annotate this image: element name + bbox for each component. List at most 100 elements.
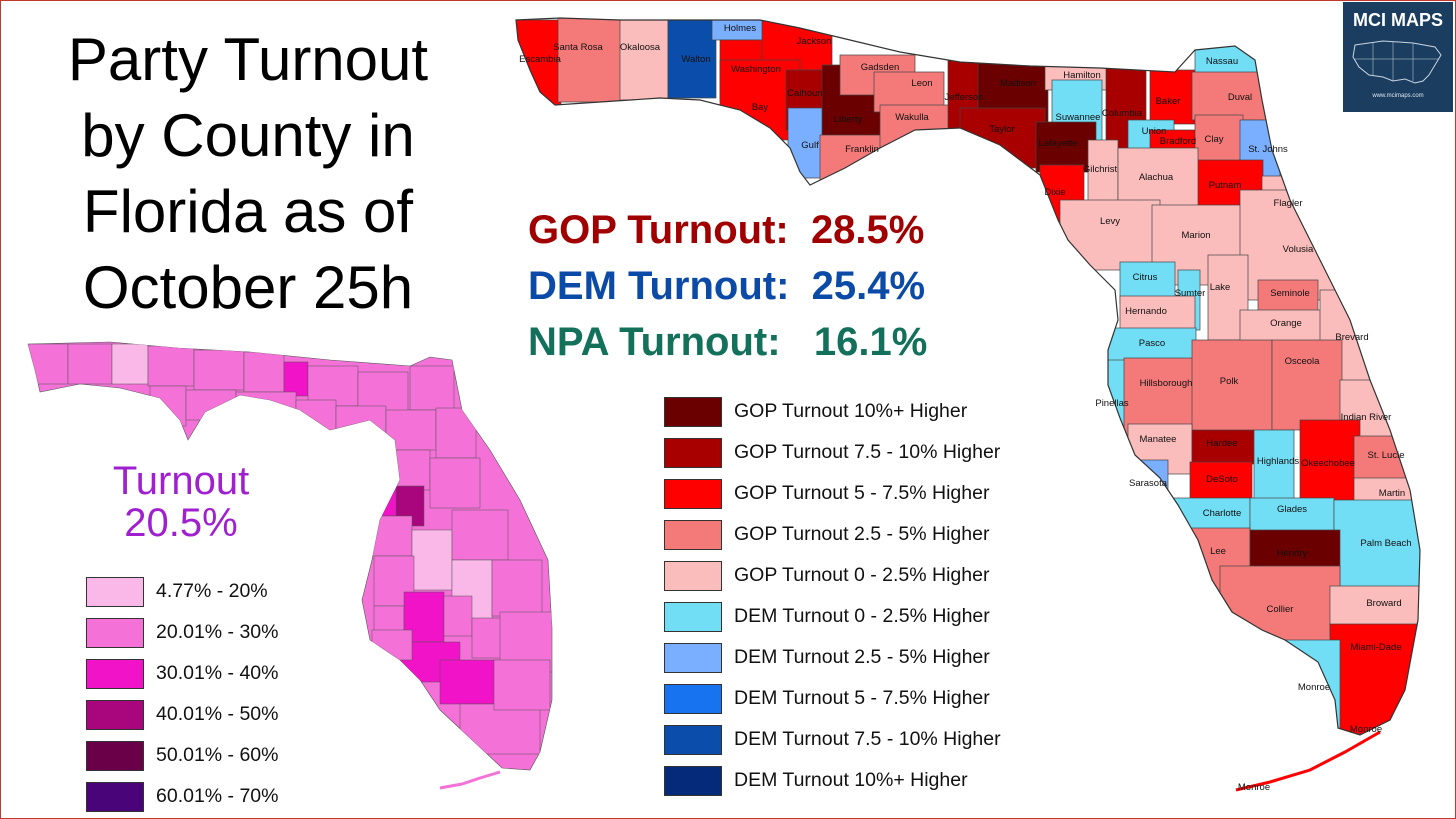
legend-item: DEM Turnout 2.5 - 5% Higher [664, 637, 1001, 678]
legend-item: 60.01% - 70% [86, 776, 279, 817]
county-label: Gadsden [861, 62, 900, 73]
county-label: Orange [1270, 318, 1302, 329]
county-label: Clay [1204, 134, 1223, 145]
county-label: Hamilton [1063, 70, 1101, 81]
county-label: Collier [1267, 604, 1294, 615]
county-walton [667, 18, 717, 99]
county-label: Levy [1100, 216, 1120, 227]
county-seminole [1257, 279, 1319, 315]
legend-item: GOP Turnout 0 - 2.5% Higher [664, 555, 1001, 596]
county-label: Palm Beach [1360, 538, 1411, 549]
county-label: Osceola [1285, 356, 1321, 367]
county-cells [516, 18, 1420, 735]
legend-label: GOP Turnout 10%+ Higher [734, 400, 968, 422]
legend-swatch [86, 781, 144, 812]
county-label: Santa Rosa [553, 42, 603, 53]
legend-label: DEM Turnout 0 - 2.5% Higher [734, 605, 990, 627]
county-label: Seminole [1270, 288, 1310, 299]
legend-swatch [664, 724, 722, 755]
county-osceola [1271, 339, 1343, 431]
county-label: Union [1142, 126, 1167, 137]
county-label: Highlands [1257, 456, 1299, 467]
county-label: Dixie [1044, 187, 1065, 198]
county-label: Leon [911, 78, 932, 89]
legend-label: DEM Turnout 2.5 - 5% Higher [734, 646, 990, 668]
county-taylor [959, 107, 1046, 169]
map-title: Party Turnout by County in Florida as of… [38, 22, 458, 326]
county-label: Nassau [1206, 56, 1238, 67]
legend-item: DEM Turnout 0 - 2.5% Higher [664, 596, 1001, 637]
county-label: Holmes [724, 23, 756, 34]
brand-url: www.mcimaps.com [1372, 93, 1424, 99]
legend-swatch [664, 437, 722, 468]
county-label: Calhoun [787, 88, 822, 99]
county-label: Sumter [1175, 288, 1206, 299]
county-label: Jackson [797, 36, 832, 47]
county-label: Monroe [1350, 724, 1382, 735]
legend-label: DEM Turnout 10%+ Higher [734, 769, 968, 791]
legend-item: DEM Turnout 10%+ Higher [664, 760, 1001, 801]
title-line: Party Turnout [67, 26, 429, 93]
county-label: Indian River [1341, 412, 1392, 423]
county-label: Liberty [834, 114, 863, 125]
county-sarasota [1117, 459, 1169, 521]
county-label: Suwannee [1056, 112, 1101, 123]
county-label: Washington [731, 64, 781, 75]
legend-label: GOP Turnout 0 - 2.5% Higher [734, 564, 990, 586]
county-label: Okeechobee [1301, 458, 1355, 469]
legend-swatch [664, 765, 722, 796]
county-label: Flagler [1273, 198, 1302, 209]
county-label: Hardee [1206, 438, 1237, 449]
legend-label: GOP Turnout 5 - 7.5% Higher [734, 482, 990, 504]
county-label: Putnam [1209, 180, 1242, 191]
county-label: Miami-Dade [1350, 642, 1401, 653]
legend-item: DEM Turnout 7.5 - 10% Higher [664, 719, 1001, 760]
legend-label: GOP Turnout 2.5 - 5% Higher [734, 523, 990, 545]
county-label: Monroe [1238, 782, 1270, 793]
county-label: Madison [1000, 78, 1036, 89]
county-label: Lake [1210, 282, 1231, 293]
county-label: Baker [1156, 96, 1181, 107]
legend-label: DEM Turnout 5 - 7.5% Higher [734, 687, 990, 709]
legend-label: GOP Turnout 7.5 - 10% Higher [734, 441, 1001, 463]
title-line: October 25h [82, 254, 414, 321]
county-label: DeSoto [1206, 474, 1238, 485]
county-label: Lee [1210, 546, 1226, 557]
legend-item: DEM Turnout 5 - 7.5% Higher [664, 678, 1001, 719]
legend-item: GOP Turnout 10%+ Higher [664, 391, 1001, 432]
county-label: St. Lucie [1368, 450, 1405, 461]
florida-outline [515, 17, 1421, 736]
county-label: Manatee [1140, 434, 1177, 445]
county-label: Glades [1277, 504, 1307, 515]
county-label: Volusia [1283, 244, 1314, 255]
county-label: Bay [752, 102, 769, 113]
legend-swatch [664, 601, 722, 632]
county-label: Columbia [1102, 108, 1143, 119]
title-line: by County in [81, 102, 415, 169]
county-label: Bradford [1160, 136, 1196, 147]
county-polk [1191, 339, 1273, 441]
county-label: Sarasota [1129, 478, 1168, 489]
county-label: St. Johns [1248, 144, 1288, 155]
county-label: Charlotte [1203, 508, 1242, 519]
party-legend: GOP Turnout 10%+ Higher GOP Turnout 7.5 -… [664, 391, 1001, 801]
legend-swatch [664, 642, 722, 673]
county-label: Brevard [1335, 332, 1368, 343]
county-label: Gulf [801, 140, 819, 151]
county-label: Monroe [1298, 682, 1330, 693]
party-turnout-stats: GOP Turnout: 28.5% DEM Turnout: 25.4% NP… [528, 204, 927, 372]
county-label: Alachua [1139, 172, 1174, 183]
county-label: Duval [1228, 92, 1252, 103]
county-santa-rosa [557, 18, 623, 103]
gop-turnout-stat: GOP Turnout: 28.5% [528, 208, 925, 252]
legend-swatch [664, 683, 722, 714]
county-label: Hendry [1277, 548, 1308, 559]
county-label: Walton [681, 54, 710, 65]
brand-name: MCI MAPS [1353, 10, 1443, 30]
county-label: Gilchrist [1083, 164, 1118, 175]
county-label: Martin [1379, 488, 1405, 499]
county-desoto [1189, 461, 1253, 503]
county-levy [1059, 199, 1161, 271]
